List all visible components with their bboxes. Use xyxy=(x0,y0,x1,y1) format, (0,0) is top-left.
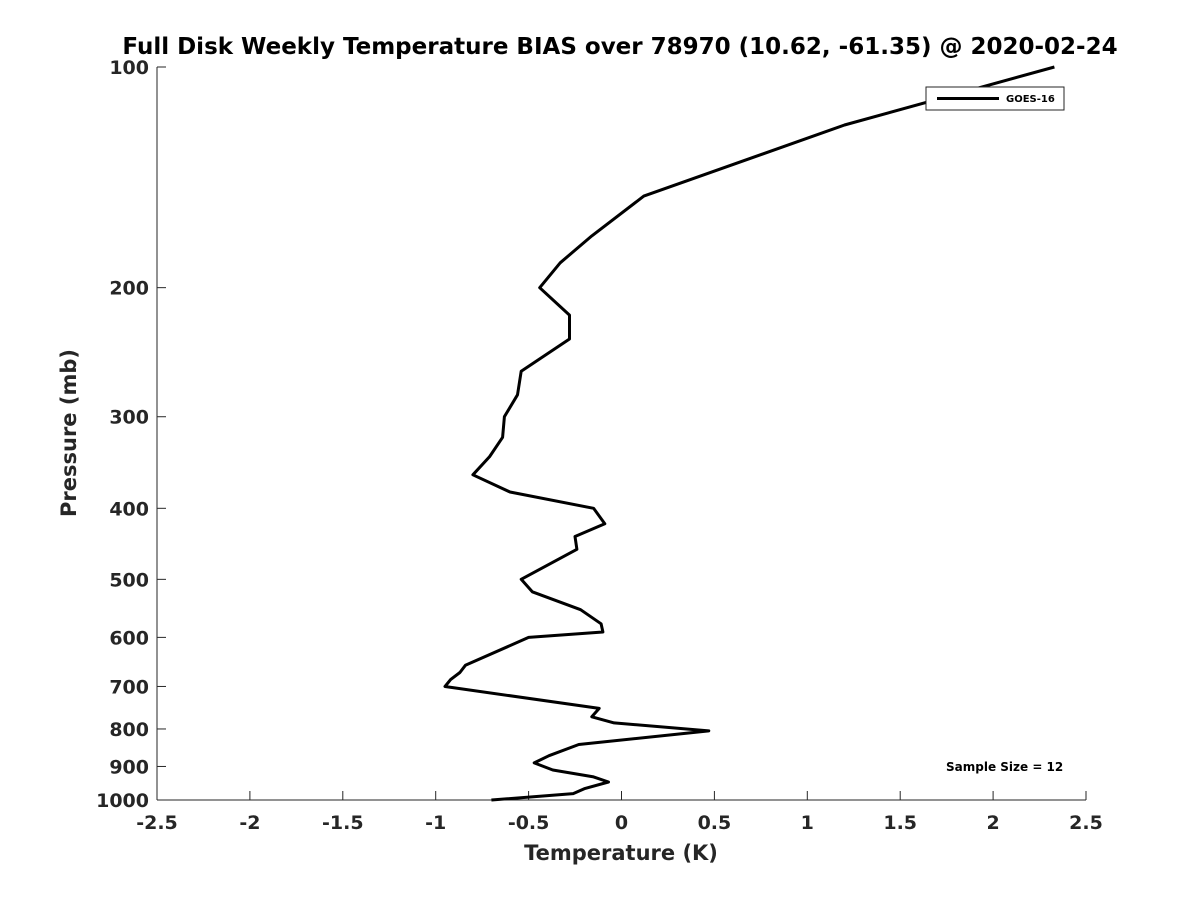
legend: GOES-16 xyxy=(925,86,1065,111)
x-tick-label: 1 xyxy=(801,812,814,834)
y-tick-label: 100 xyxy=(109,57,149,79)
x-tick-label: 2.5 xyxy=(1069,812,1103,834)
x-tick-label: -2.5 xyxy=(136,812,178,834)
x-ticks: -2.5 -2 -1.5 -1 -0.5 0 0.5 1 1.5 2 2.5 xyxy=(136,791,1103,834)
sample-size-annotation: Sample Size = 12 xyxy=(946,760,1063,774)
y-tick-label: 500 xyxy=(109,569,149,591)
y-tick-label: 400 xyxy=(109,498,149,520)
x-tick-label: 0 xyxy=(615,812,628,834)
plot-area xyxy=(157,67,1086,800)
y-axis-label: Pressure (mb) xyxy=(57,349,81,517)
y-tick-label: 700 xyxy=(109,676,149,698)
y-tick-label: 200 xyxy=(109,278,149,300)
x-tick-label: -0.5 xyxy=(508,812,550,834)
series-line-goes-16 xyxy=(443,65,1055,802)
y-ticks: 100 200 300 400 500 600 700 800 900 1000 xyxy=(96,57,166,812)
y-tick-label: 900 xyxy=(109,756,149,778)
y-tick-label: 1000 xyxy=(96,790,149,812)
x-axis-label: Temperature (K) xyxy=(524,841,718,865)
x-tick-label: -1.5 xyxy=(322,812,364,834)
x-tick-label: 2 xyxy=(986,812,999,834)
x-tick-label: 1.5 xyxy=(883,812,917,834)
x-tick-label: -1 xyxy=(425,812,446,834)
y-tick-label: 800 xyxy=(109,719,149,741)
y-tick-label: 300 xyxy=(109,407,149,429)
legend-label: GOES-16 xyxy=(1006,94,1055,105)
series-group xyxy=(443,65,1055,802)
chart-title: Full Disk Weekly Temperature BIAS over 7… xyxy=(122,34,1117,60)
x-tick-label: -2 xyxy=(239,812,260,834)
y-tick-label: 600 xyxy=(109,627,149,649)
x-tick-label: 0.5 xyxy=(698,812,732,834)
